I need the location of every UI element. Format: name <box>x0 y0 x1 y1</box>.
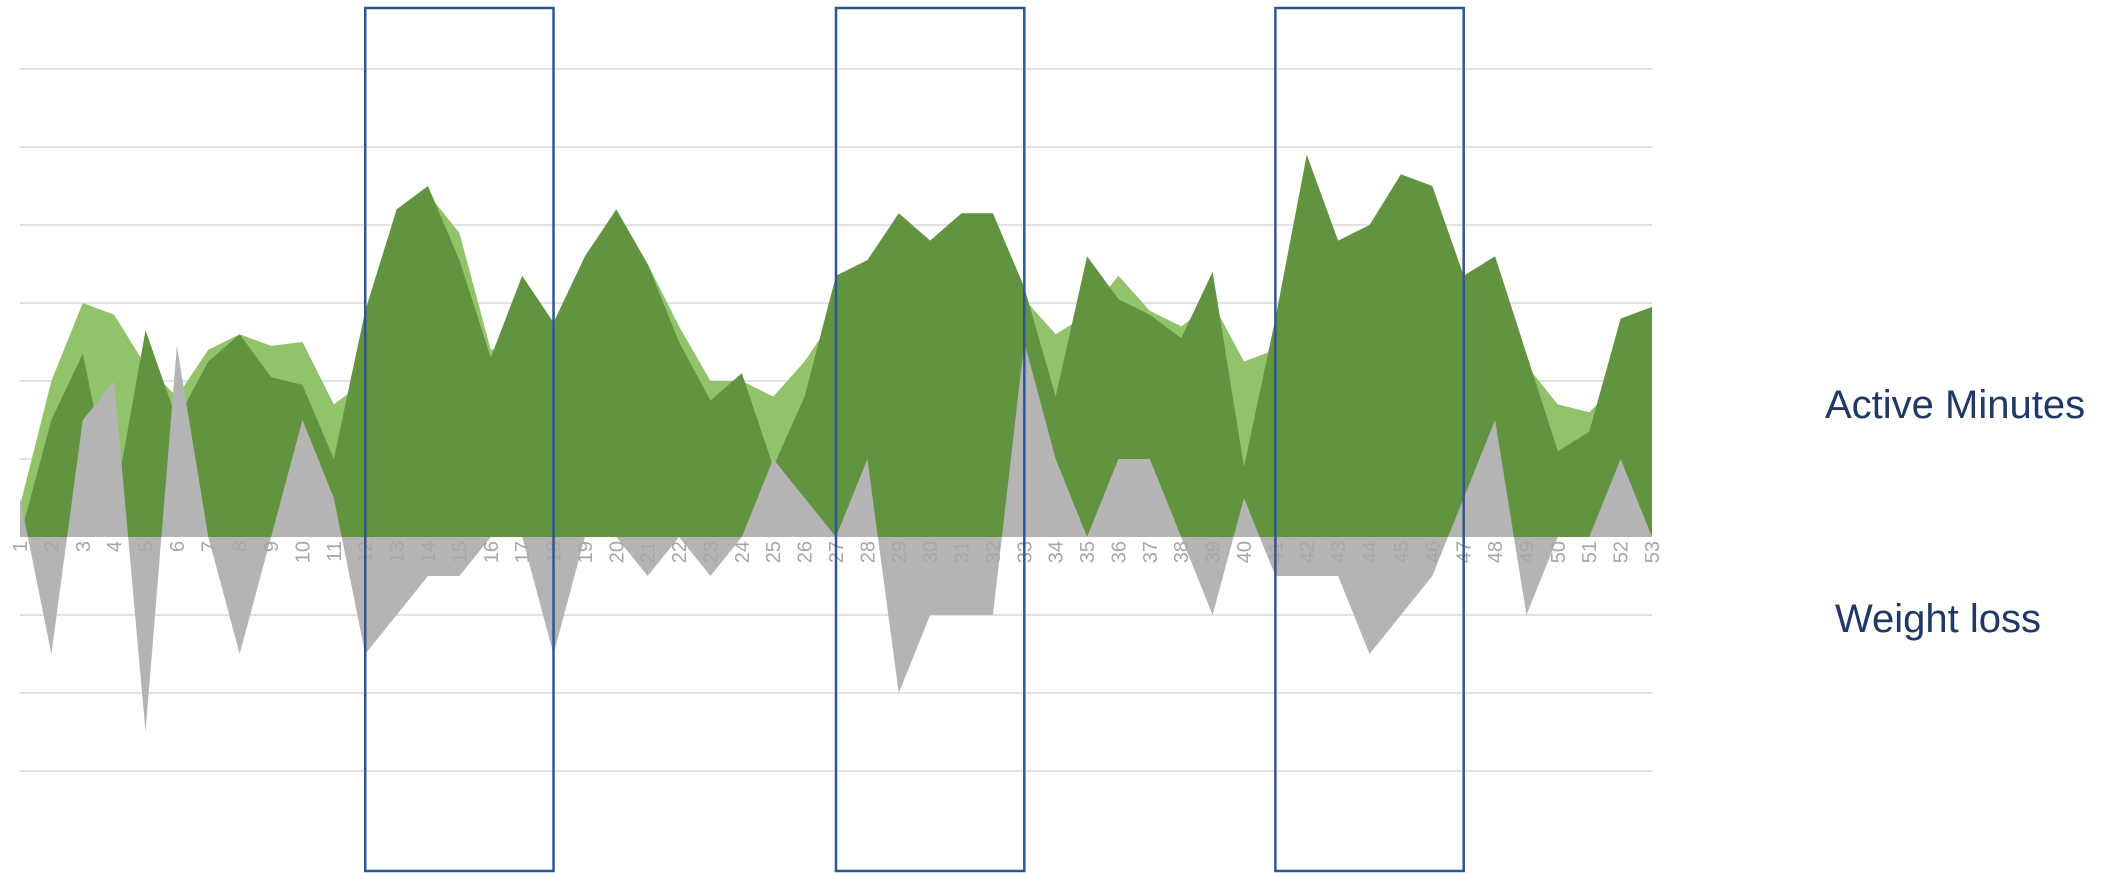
x-tick-label: 20 <box>606 541 628 563</box>
x-tick-label: 52 <box>1611 541 1633 563</box>
x-tick-label: 49 <box>1516 541 1538 563</box>
x-tick-label: 35 <box>1077 541 1099 563</box>
x-tick-label: 39 <box>1203 541 1225 563</box>
highlight-box <box>363 6 555 873</box>
x-tick-label: 42 <box>1297 541 1319 563</box>
x-tick-label: 15 <box>449 541 471 563</box>
x-tick-label: 40 <box>1234 541 1256 563</box>
x-tick-label: 26 <box>795 541 817 563</box>
x-tick-label: 34 <box>1046 541 1068 563</box>
x-axis-tick-labels: 1 2 3 4 5 6 7 8 9 10 11 12 13 14 15 16 17 18 19 20 21 22 23 24 2… <box>10 541 1664 563</box>
x-tick-label: 23 <box>700 541 722 563</box>
x-tick-label: 3 <box>73 541 95 552</box>
x-tick-label: 14 <box>418 541 440 563</box>
x-tick-label: 28 <box>857 541 879 563</box>
x-tick-label: 36 <box>1108 541 1130 563</box>
x-tick-label: 6 <box>167 541 189 552</box>
highlight-box <box>1274 6 1465 873</box>
x-tick-label: 44 <box>1360 541 1382 563</box>
x-tick-label: 2 <box>41 541 63 552</box>
x-tick-label: 24 <box>732 541 754 563</box>
x-tick-label: 8 <box>230 541 252 552</box>
x-tick-label: 30 <box>920 541 942 563</box>
x-tick-label: 43 <box>1328 541 1350 563</box>
x-tick-label: 38 <box>1171 541 1193 563</box>
x-tick-label: 48 <box>1485 541 1507 563</box>
x-tick-label: 53 <box>1642 541 1664 563</box>
x-tick-label: 9 <box>261 541 283 552</box>
x-tick-label: 45 <box>1391 541 1413 563</box>
x-tick-label: 37 <box>1140 541 1162 563</box>
x-tick-label: 32 <box>983 541 1005 563</box>
x-tick-label: 46 <box>1422 541 1444 563</box>
x-tick-label: 16 <box>481 541 503 563</box>
x-tick-label: 7 <box>198 541 220 552</box>
x-tick-label: 19 <box>575 541 597 563</box>
x-tick-label: 51 <box>1579 541 1601 563</box>
x-tick-label: 1 <box>10 541 32 552</box>
x-tick-label: 13 <box>387 541 409 563</box>
x-tick-label: 10 <box>292 541 314 563</box>
x-tick-label: 31 <box>952 541 974 563</box>
highlight-boxes <box>363 6 1465 873</box>
active-minutes-label: Active Minutes <box>1825 383 2086 427</box>
x-tick-label: 21 <box>638 541 660 563</box>
x-tick-label: 29 <box>889 541 911 563</box>
x-tick-label: 50 <box>1548 541 1570 563</box>
x-tick-label: 5 <box>136 541 158 552</box>
weight-loss-label: Weight loss <box>1835 597 2042 641</box>
x-tick-label: 4 <box>104 541 126 552</box>
highlight-box <box>834 6 1026 873</box>
x-tick-label: 17 <box>512 541 534 563</box>
x-tick-label: 11 <box>324 541 346 562</box>
x-tick-label: 25 <box>763 541 785 563</box>
x-tick-label: 22 <box>669 541 691 563</box>
